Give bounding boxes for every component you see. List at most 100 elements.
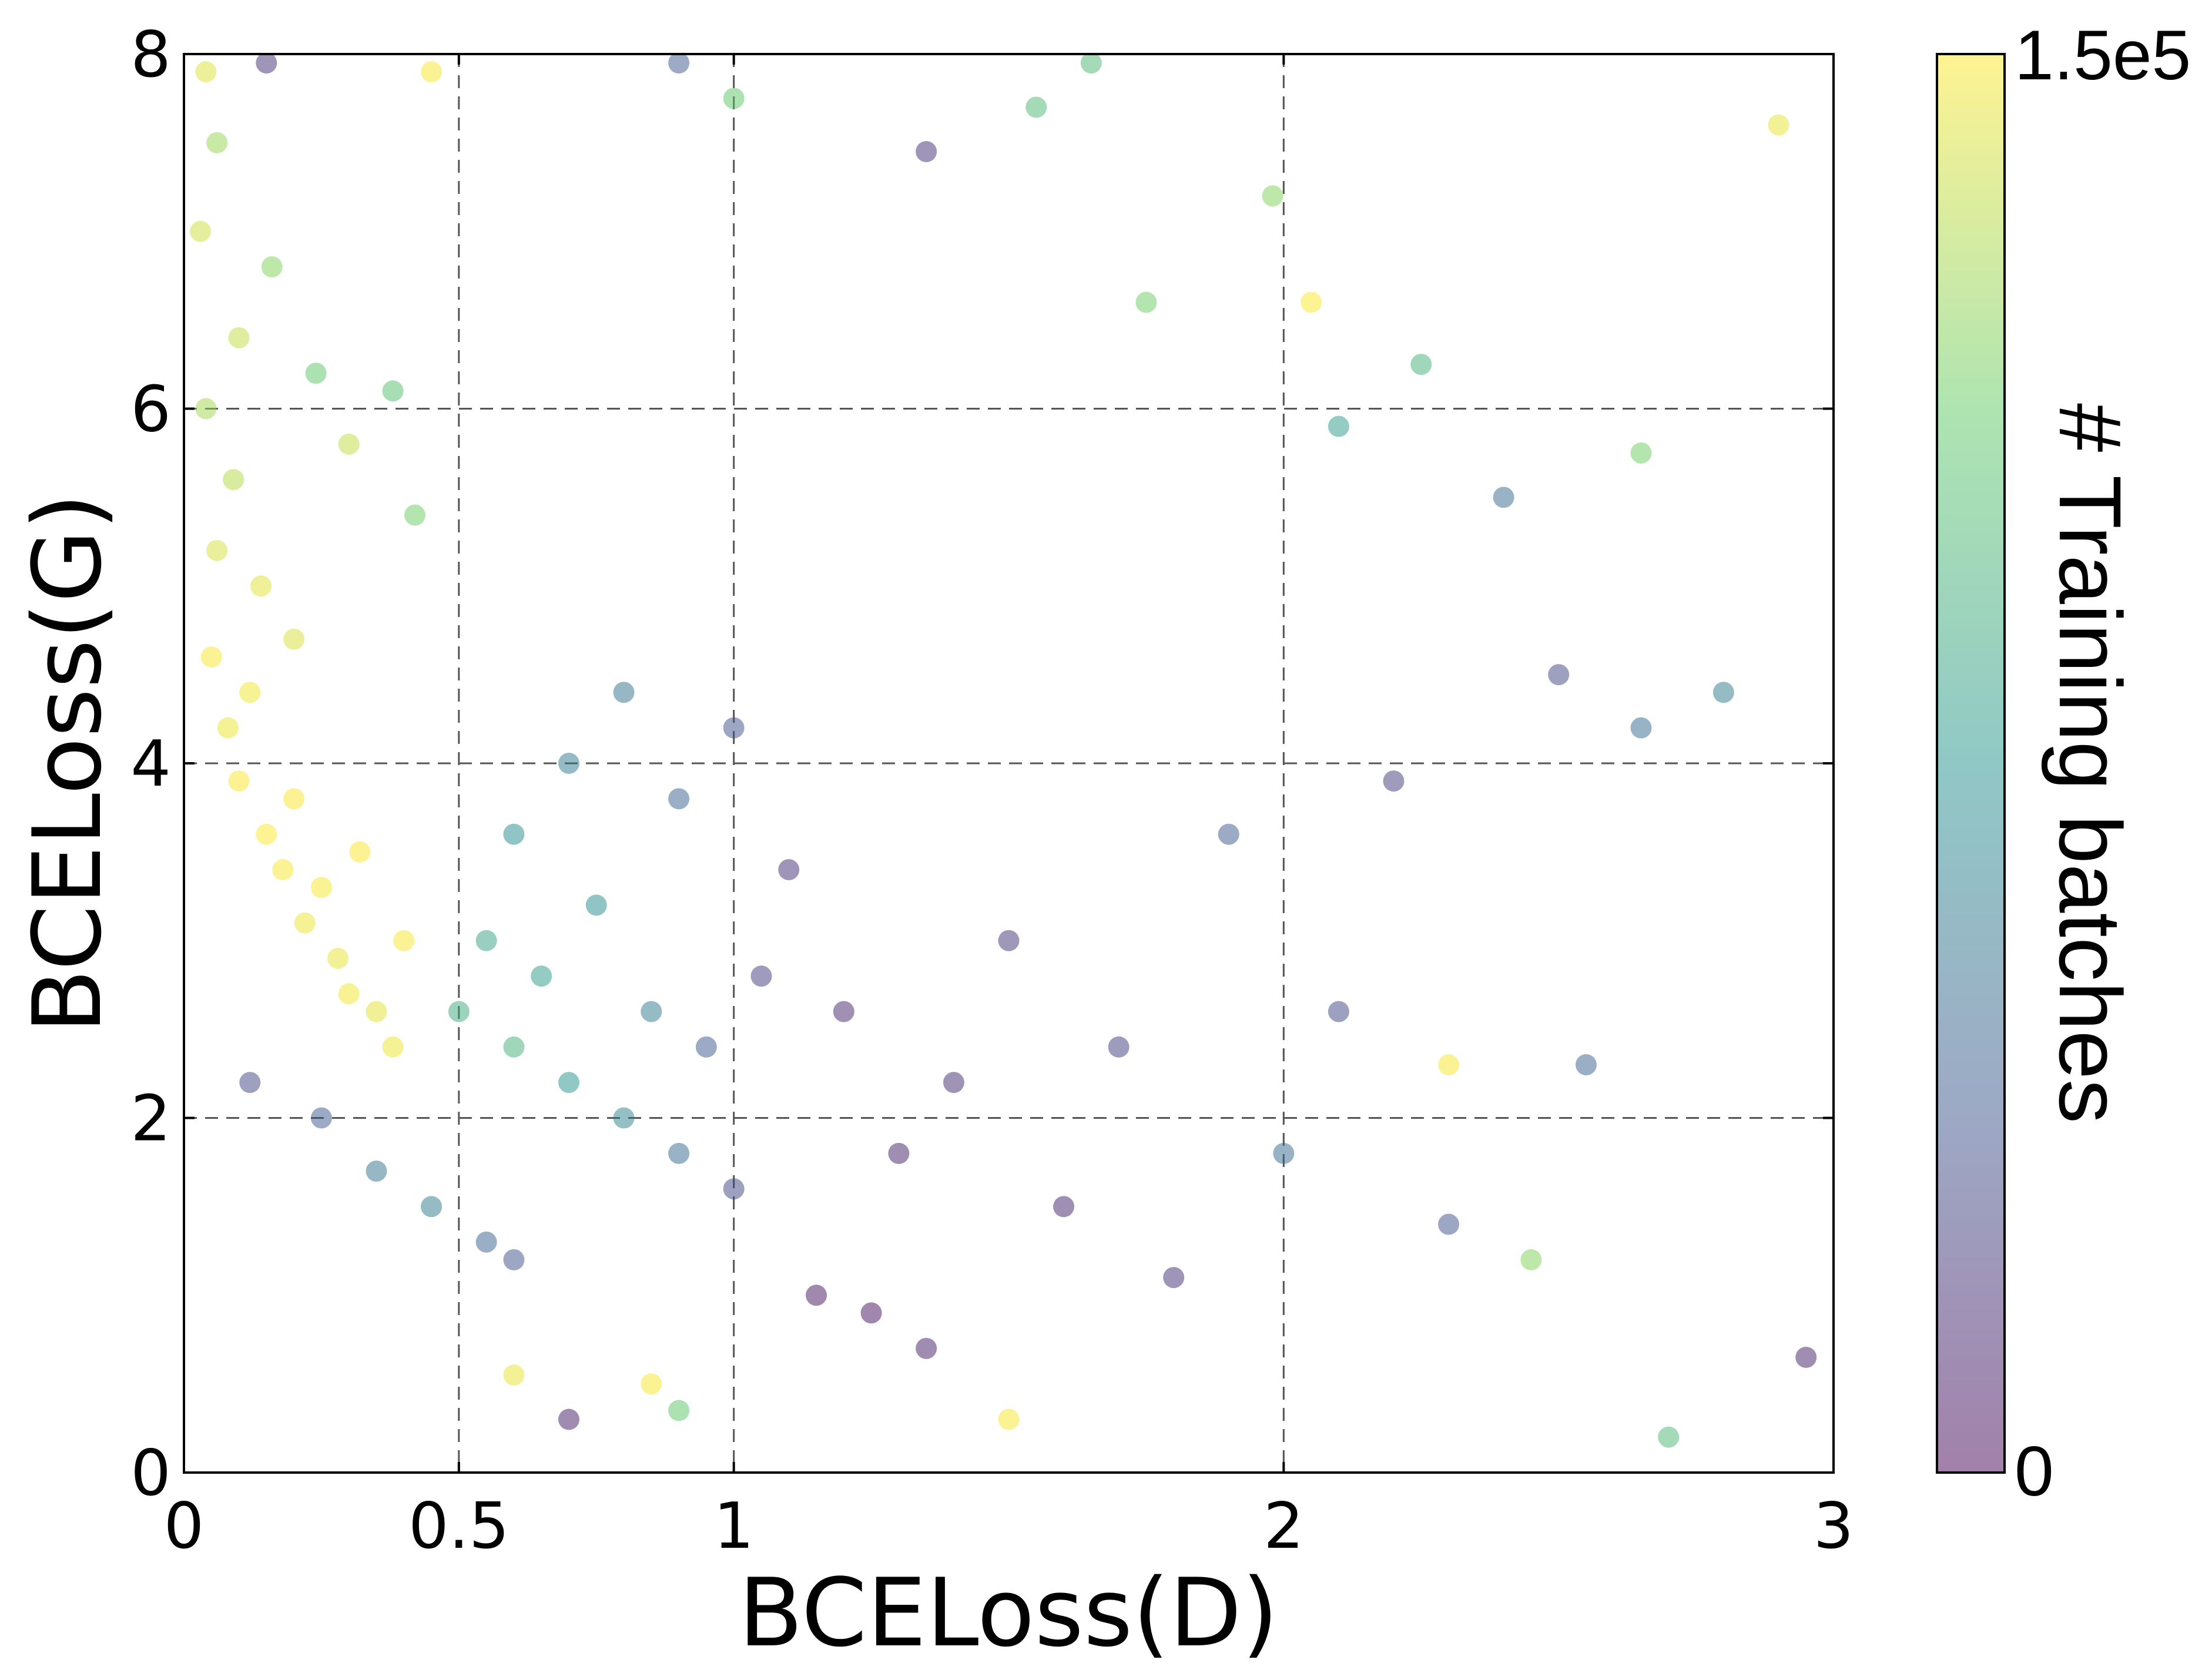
scatter-point — [1548, 664, 1570, 686]
scatter-point — [195, 61, 217, 83]
scatter-point — [641, 1001, 662, 1022]
scatter-point — [750, 965, 772, 987]
scatter-point — [475, 930, 497, 951]
scatter-point — [668, 54, 690, 74]
scatter-point — [1262, 185, 1283, 207]
scatter-point — [558, 753, 579, 774]
scatter-point — [256, 823, 277, 845]
y-tick-label: 4 — [130, 727, 171, 801]
x-tick-label: 3 — [1814, 1490, 1854, 1563]
scatter-points — [190, 54, 1817, 1448]
axis-ticks: 0 0.5 1 2 3 0 2 4 6 8 — [130, 18, 1854, 1563]
scatter-point — [366, 1161, 387, 1182]
y-axis-title: BCELoss(G) — [12, 493, 122, 1034]
scatter-point — [1301, 291, 1322, 313]
colorbar-max-label: 1.5e5 — [2015, 16, 2191, 95]
scatter-point — [833, 1001, 854, 1022]
scatter-point — [1712, 682, 1734, 703]
scatter-point — [1575, 1054, 1597, 1075]
colorbar-min-label: 0 — [2015, 1432, 2054, 1511]
scatter-point — [806, 1285, 827, 1306]
scatter-point — [1493, 487, 1514, 508]
scatter-point — [1383, 770, 1405, 792]
scatter-point — [1768, 114, 1789, 136]
scatter-point — [641, 1373, 662, 1395]
scatter-point — [475, 1231, 497, 1253]
scatter-point — [888, 1142, 910, 1164]
scatter-point — [223, 469, 244, 491]
scatter-point — [1135, 291, 1157, 313]
scatter-point — [305, 363, 327, 384]
scatter-point — [294, 912, 316, 934]
scatter-point — [916, 1337, 937, 1359]
scatter-point — [503, 1249, 525, 1270]
scatter-point — [1053, 1196, 1075, 1218]
scatter-point — [272, 859, 294, 881]
scatter-point — [998, 1409, 1020, 1430]
scatter-point — [190, 220, 212, 242]
scatter-point — [503, 1364, 525, 1386]
scatter-point — [200, 646, 222, 668]
scatter-point — [1273, 1142, 1295, 1164]
scatter-point — [613, 682, 635, 703]
scatter-point — [1080, 54, 1102, 74]
scatter-point — [217, 717, 239, 739]
scatter-point — [860, 1302, 882, 1324]
scatter-point — [228, 770, 250, 792]
scatter-point — [206, 132, 228, 153]
scatter-point — [998, 930, 1020, 951]
scatter-point — [1630, 717, 1652, 739]
scatter-point — [613, 1107, 635, 1129]
x-axis-title: BCELoss(D) — [739, 1558, 1279, 1668]
scatter-point — [585, 894, 607, 916]
scatter-point — [1025, 96, 1047, 118]
colorbar — [1936, 53, 2006, 1474]
scatter-point — [723, 1178, 745, 1200]
scatter-point — [1218, 823, 1239, 845]
scatter-point — [723, 88, 745, 109]
scatter-point — [668, 1142, 690, 1164]
scatter-point — [916, 140, 937, 162]
scatter-point — [668, 1400, 690, 1421]
scatter-point — [228, 327, 250, 348]
scatter-point — [778, 859, 800, 881]
colorbar-title: # Training batches — [2041, 403, 2140, 1124]
y-tick-label: 6 — [130, 373, 171, 447]
scatter-point — [338, 433, 360, 455]
scatter-point — [503, 1036, 525, 1058]
scatter-point — [393, 930, 415, 951]
scatter-point — [310, 1107, 332, 1129]
x-tick-label: 0.5 — [408, 1490, 510, 1563]
scatter-point — [310, 877, 332, 898]
y-tick-label: 0 — [130, 1437, 171, 1510]
scatter-point — [558, 1409, 579, 1430]
scatter-point — [404, 504, 425, 526]
scatter-point — [558, 1072, 579, 1094]
scatter-point — [283, 628, 305, 650]
scatter-point — [1658, 1426, 1680, 1448]
scatter-point — [195, 398, 217, 420]
scatter-point — [239, 682, 261, 703]
scatter-point — [723, 717, 745, 739]
x-tick-label: 2 — [1263, 1490, 1304, 1563]
scatter-point — [382, 1036, 404, 1058]
y-tick-label: 8 — [130, 18, 171, 92]
scatter-point — [943, 1072, 964, 1094]
x-tick-label: 0 — [164, 1490, 205, 1563]
scatter-point — [206, 539, 228, 561]
scatter-point — [1438, 1213, 1460, 1235]
grid-lines — [184, 54, 1834, 1473]
scatter-point — [256, 54, 277, 74]
scatter-point — [366, 1001, 387, 1022]
scatter-point — [327, 947, 348, 969]
y-tick-label: 2 — [130, 1082, 171, 1156]
scatter-point — [668, 788, 690, 810]
scatter-point — [421, 61, 443, 83]
scatter-point — [250, 575, 272, 597]
scatter-point — [1630, 442, 1652, 464]
scatter-point — [382, 380, 404, 402]
scatter-point — [239, 1072, 261, 1094]
scatter-point — [1328, 415, 1349, 437]
scatter-point — [448, 1001, 470, 1022]
